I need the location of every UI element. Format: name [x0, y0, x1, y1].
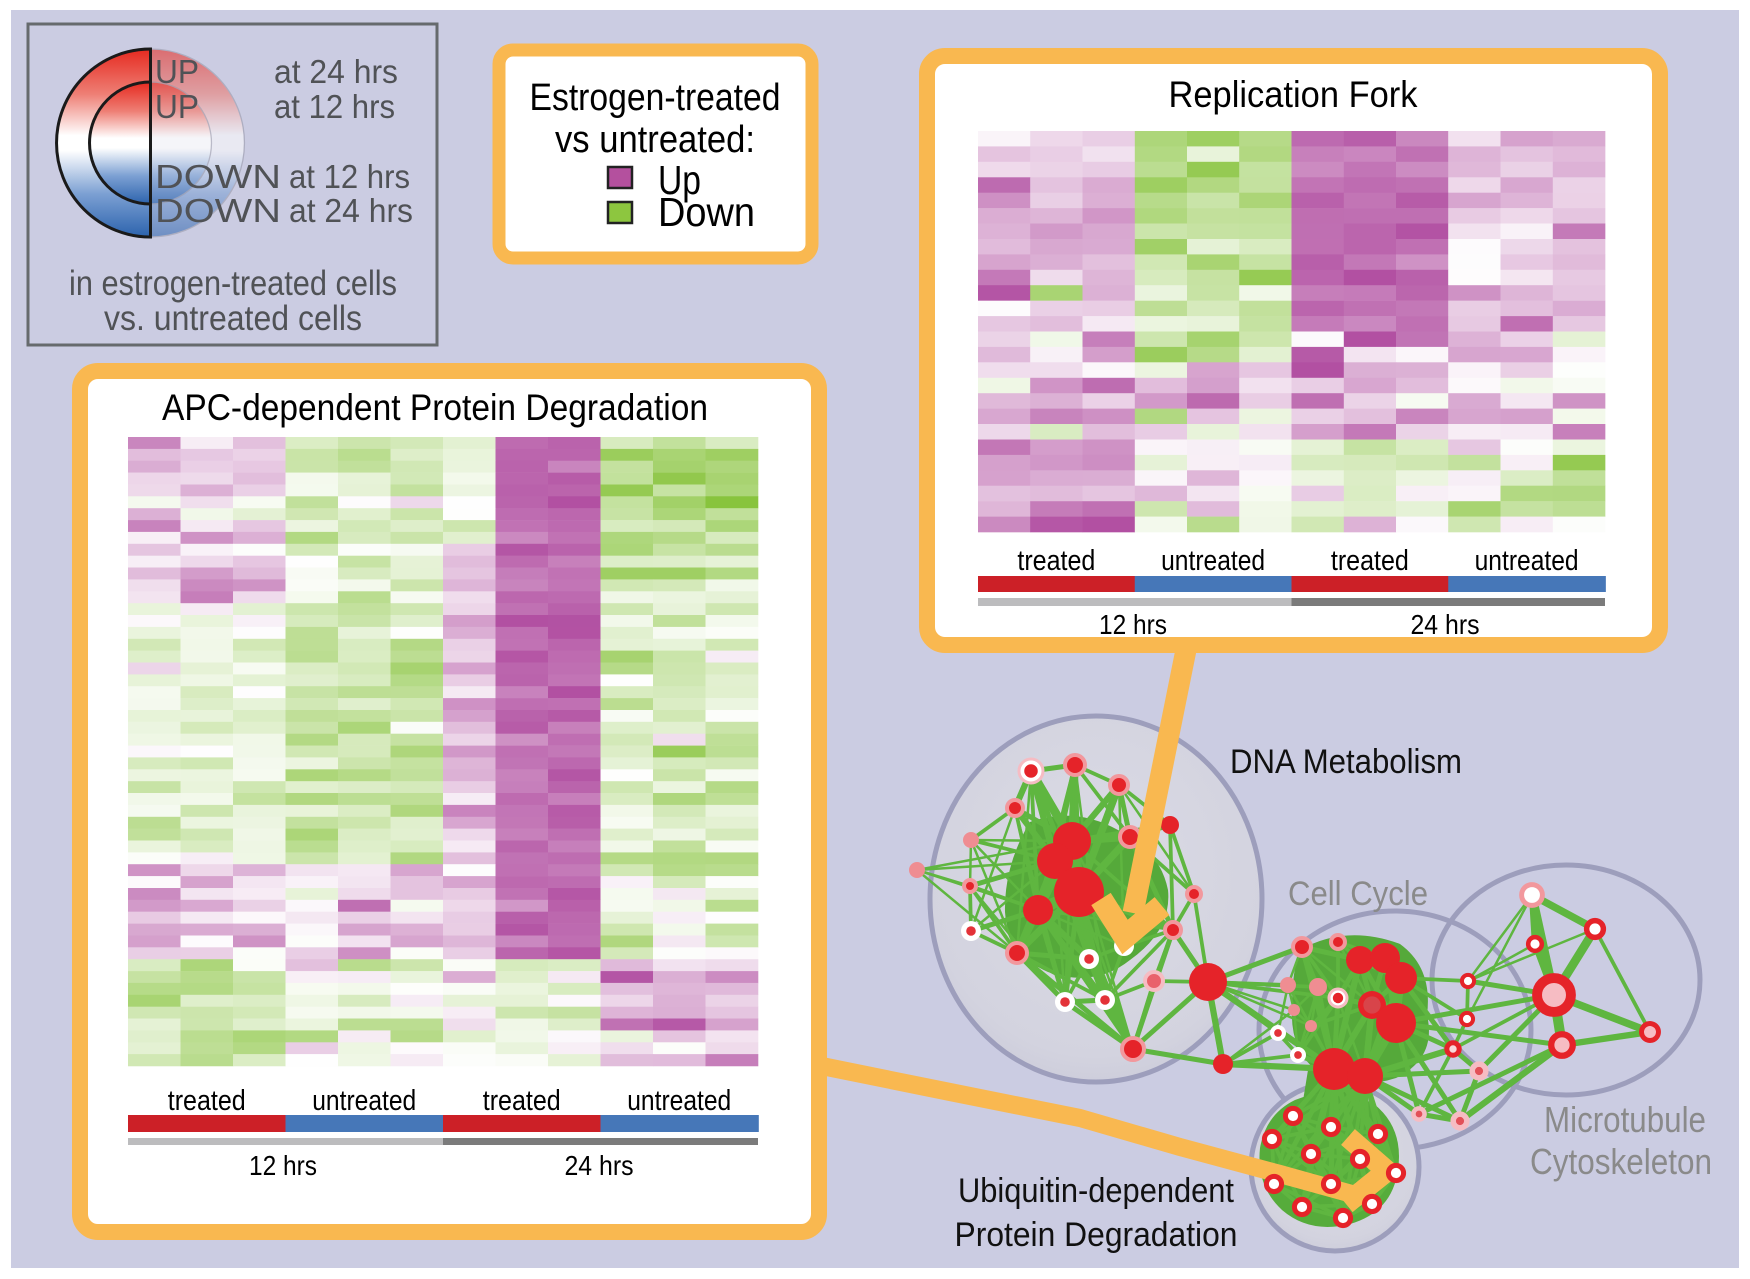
svg-text:24 hrs: 24 hrs	[1411, 609, 1480, 640]
svg-text:Microtubule: Microtubule	[1544, 1099, 1706, 1140]
svg-text:treated: treated	[168, 1085, 246, 1117]
svg-text:Protein Degradation: Protein Degradation	[955, 1216, 1238, 1254]
svg-text:treated: treated	[483, 1085, 561, 1117]
svg-text:at 24 hrs: at 24 hrs	[289, 192, 413, 229]
svg-text:Down: Down	[658, 189, 755, 235]
svg-text:vs untreated:: vs untreated:	[555, 119, 755, 161]
svg-text:treated: treated	[1017, 545, 1095, 577]
svg-text:treated: treated	[1331, 545, 1409, 577]
svg-text:at 12 hrs: at 12 hrs	[274, 88, 395, 125]
svg-text:in estrogen-treated cells: in estrogen-treated cells	[69, 264, 397, 303]
svg-text:APC-dependent Protein Degradat: APC-dependent Protein Degradation	[162, 387, 708, 428]
svg-text:untreated: untreated	[1161, 545, 1265, 577]
svg-text:UP: UP	[155, 88, 199, 125]
svg-text:at 12 hrs: at 12 hrs	[289, 158, 410, 195]
svg-text:Up: Up	[658, 157, 701, 203]
svg-text:Ubiquitin-dependent: Ubiquitin-dependent	[958, 1172, 1234, 1210]
svg-text:DOWN: DOWN	[155, 192, 281, 229]
svg-text:12 hrs: 12 hrs	[1099, 609, 1167, 640]
svg-text:Estrogen-treated: Estrogen-treated	[530, 77, 781, 119]
svg-text:Cell Cycle: Cell Cycle	[1288, 875, 1428, 913]
svg-text:UP: UP	[155, 53, 199, 90]
svg-text:untreated: untreated	[627, 1085, 731, 1117]
svg-text:at 24 hrs: at 24 hrs	[274, 53, 398, 90]
svg-text:Replication Fork: Replication Fork	[1169, 74, 1418, 115]
svg-text:Cytoskeleton: Cytoskeleton	[1530, 1141, 1712, 1182]
svg-text:DNA Metabolism: DNA Metabolism	[1230, 743, 1462, 781]
svg-text:DOWN: DOWN	[155, 158, 281, 195]
svg-text:12 hrs: 12 hrs	[249, 1150, 317, 1181]
svg-text:24 hrs: 24 hrs	[565, 1150, 634, 1181]
svg-text:vs. untreated cells: vs. untreated cells	[104, 299, 362, 338]
svg-text:untreated: untreated	[1475, 545, 1579, 577]
svg-text:untreated: untreated	[312, 1085, 416, 1117]
